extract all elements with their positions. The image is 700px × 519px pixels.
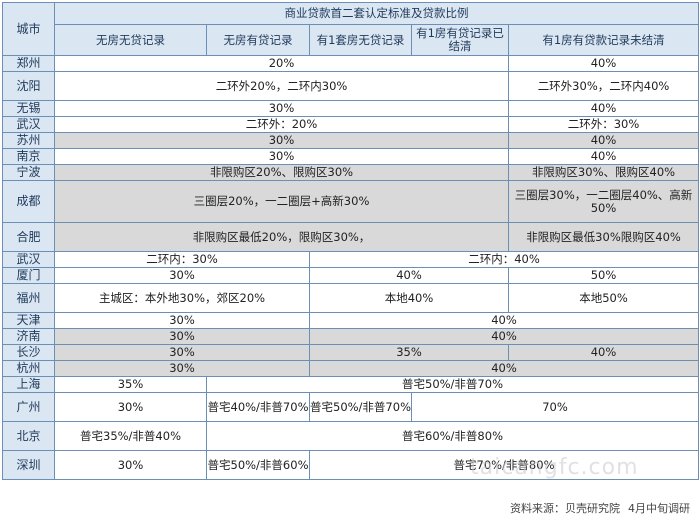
table-cell: 40% xyxy=(309,360,699,377)
table-cell: 30% xyxy=(54,450,207,480)
table-cell: 40% xyxy=(309,312,699,329)
city-cell: 福州 xyxy=(2,283,55,313)
table-cell: 40% xyxy=(508,148,699,165)
city-cell: 武汉 xyxy=(2,251,55,268)
city-cell: 上海 xyxy=(2,376,55,393)
table-cell: 普宅50%/非普70% xyxy=(309,392,412,422)
city-cell: 武汉 xyxy=(2,116,55,133)
loan-ratio-table: 城市 商业贷款首二套认定标准及贷款比例 无房无贷记录 无房有贷记录 有1套房无贷… xyxy=(2,2,699,480)
watermark: taicangfc.com xyxy=(470,455,639,480)
column-header: 有1套房无贷记录 xyxy=(309,24,412,56)
table-cell: 普宅50%/非普70% xyxy=(206,376,699,393)
table-cell: 40% xyxy=(309,267,509,284)
table-cell: 本地40% xyxy=(309,283,509,313)
table-cell: 50% xyxy=(508,267,699,284)
table-cell: 普宅40%/非普70% xyxy=(206,392,310,422)
city-cell: 郑州 xyxy=(2,55,55,72)
city-cell: 宁波 xyxy=(2,164,55,181)
city-cell: 北京 xyxy=(2,421,55,451)
table-cell: 三圈层30%，一二圈层40%、高新50% xyxy=(508,180,699,223)
column-header: 无房无贷记录 xyxy=(54,24,207,56)
table-title: 商业贷款首二套认定标准及贷款比例 xyxy=(54,2,699,25)
table-cell: 二环外：30% xyxy=(508,116,699,133)
city-cell: 合肥 xyxy=(2,222,55,252)
table-cell: 30% xyxy=(54,267,310,284)
table-cell: 70% xyxy=(411,392,699,422)
table-cell: 35% xyxy=(54,376,207,393)
city-cell: 沈阳 xyxy=(2,71,55,101)
table-cell: 非限购区最低30%限购区40% xyxy=(508,222,699,252)
table-cell: 二环外20%，二环内30% xyxy=(54,71,509,101)
city-cell: 深圳 xyxy=(2,450,55,480)
table-cell: 非限购区最低20%，限购区30%， xyxy=(54,222,509,252)
city-cell: 成都 xyxy=(2,180,55,223)
table-cell: 30% xyxy=(54,132,509,149)
table-cell: 20% xyxy=(54,55,509,72)
table-cell: 30% xyxy=(54,312,310,329)
table-cell: 40% xyxy=(508,100,699,117)
city-header: 城市 xyxy=(2,2,55,56)
table-cell: 普宅60%/非普80% xyxy=(206,421,699,451)
city-cell: 广州 xyxy=(2,392,55,422)
table-cell: 40% xyxy=(508,55,699,72)
table-cell: 主城区：本外地30%，郊区20% xyxy=(54,283,310,313)
table-cell: 二环外：20% xyxy=(54,116,509,133)
table-cell: 40% xyxy=(309,328,699,345)
source-text: 资料来源：贝壳研究院 xyxy=(510,502,620,515)
table-cell: 40% xyxy=(508,132,699,149)
column-header: 无房有贷记录 xyxy=(206,24,310,56)
table-cell: 40% xyxy=(508,344,699,361)
table-cell: 本地50% xyxy=(508,283,699,313)
city-cell: 无锡 xyxy=(2,100,55,117)
table-cell: 30% xyxy=(54,100,509,117)
city-cell: 厦门 xyxy=(2,267,55,284)
table-cell: 30% xyxy=(54,360,310,377)
column-header: 有1房有贷记录已结清 xyxy=(411,24,509,56)
table-cell: 30% xyxy=(54,392,207,422)
table-cell: 普宅35%/非普40% xyxy=(54,421,207,451)
table-cell: 普宅50%/非普60% xyxy=(206,450,310,480)
table-cell: 普宅70%/非普80% xyxy=(309,450,699,480)
city-cell: 天津 xyxy=(2,312,55,329)
city-cell: 长沙 xyxy=(2,344,55,361)
table-cell: 非限购区20%、限购区30% xyxy=(54,164,509,181)
table-cell: 二环外30%，二环内40% xyxy=(508,71,699,101)
table-cell: 二环内：40% xyxy=(309,251,699,268)
table-cell: 30% xyxy=(54,344,310,361)
city-cell: 南京 xyxy=(2,148,55,165)
survey-date: 4月中旬调研 xyxy=(628,502,690,515)
city-cell: 苏州 xyxy=(2,132,55,149)
table-cell: 二环内：30% xyxy=(54,251,310,268)
table-cell: 三圈层20%，一二圈层+高新30% xyxy=(54,180,509,223)
city-cell: 济南 xyxy=(2,328,55,345)
table-cell: 30% xyxy=(54,148,509,165)
city-cell: 杭州 xyxy=(2,360,55,377)
table-cell: 35% xyxy=(309,344,509,361)
source-footer: 资料来源：贝壳研究院 4月中旬调研 xyxy=(510,500,690,516)
column-header: 有1房有贷款记录未结清 xyxy=(508,24,699,56)
table-cell: 非限购区30%、限购区40% xyxy=(508,164,699,181)
table-cell: 30% xyxy=(54,328,310,345)
